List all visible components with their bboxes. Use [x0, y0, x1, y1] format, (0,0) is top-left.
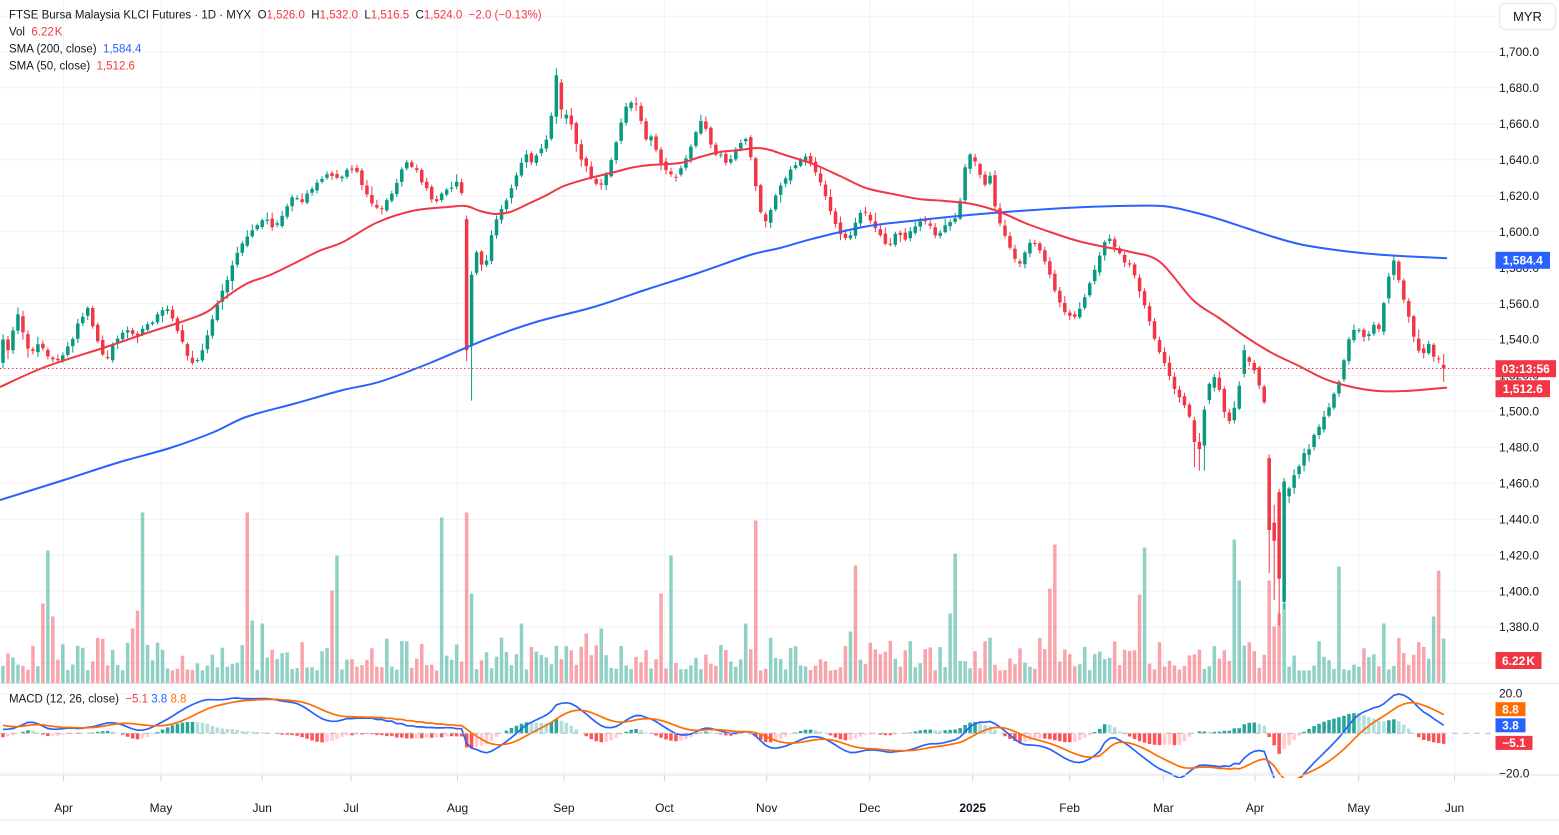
svg-text:1,680.0: 1,680.0: [1499, 81, 1539, 95]
svg-text:SMA (200, close) 1,584.4: SMA (200, close) 1,584.4: [9, 44, 142, 56]
svg-text:20.0: 20.0: [1499, 687, 1523, 701]
svg-text:1,640.0: 1,640.0: [1499, 153, 1539, 167]
svg-text:Jun: Jun: [1445, 801, 1464, 815]
svg-text:Dec: Dec: [859, 801, 880, 815]
svg-text:1,420.0: 1,420.0: [1499, 548, 1539, 562]
svg-text:FTSE Bursa Malaysia KLCI Futur: FTSE Bursa Malaysia KLCI Futures · 1D · …: [9, 10, 542, 22]
svg-text:6.22 K: 6.22 K: [1502, 654, 1535, 668]
svg-text:Aug: Aug: [447, 801, 468, 815]
svg-text:1,560.0: 1,560.0: [1499, 297, 1539, 311]
svg-text:3.8: 3.8: [1502, 719, 1519, 733]
svg-text:Jul: Jul: [343, 801, 358, 815]
svg-text:1,700.0: 1,700.0: [1499, 45, 1539, 59]
svg-text:2025: 2025: [959, 801, 986, 815]
svg-text:1,584.4: 1,584.4: [1503, 254, 1543, 268]
svg-text:SMA (50, close) 1,512.6: SMA (50, close) 1,512.6: [9, 61, 135, 73]
svg-text:Mar: Mar: [1153, 801, 1174, 815]
svg-text:1,460.0: 1,460.0: [1499, 477, 1539, 491]
svg-text:May: May: [1347, 801, 1370, 815]
svg-text:03:13:56: 03:13:56: [1502, 362, 1550, 376]
svg-text:1,380.0: 1,380.0: [1499, 620, 1539, 634]
svg-text:Jun: Jun: [253, 801, 272, 815]
svg-text:May: May: [150, 801, 173, 815]
svg-text:Apr: Apr: [54, 801, 73, 815]
svg-text:1,512.6: 1,512.6: [1503, 382, 1543, 396]
svg-text:1,620.0: 1,620.0: [1499, 189, 1539, 203]
svg-text:Vol 6.22 K: Vol 6.22 K: [9, 27, 63, 39]
svg-text:MYR: MYR: [1513, 9, 1542, 24]
svg-text:1,540.0: 1,540.0: [1499, 333, 1539, 347]
svg-text:8.8: 8.8: [1502, 703, 1519, 717]
svg-text:MACD (12, 26, close) −5.1 3.8: MACD (12, 26, close) −5.1 3.8 8.8: [9, 694, 186, 706]
svg-text:1,500.0: 1,500.0: [1499, 405, 1539, 419]
svg-text:−5.1: −5.1: [1502, 736, 1526, 750]
svg-text:1,660.0: 1,660.0: [1499, 117, 1539, 131]
svg-text:1,440.0: 1,440.0: [1499, 512, 1539, 526]
svg-text:Sep: Sep: [553, 801, 575, 815]
svg-text:Oct: Oct: [655, 801, 674, 815]
svg-text:Apr: Apr: [1246, 801, 1265, 815]
svg-text:−20.0: −20.0: [1499, 766, 1530, 780]
svg-text:Feb: Feb: [1059, 801, 1080, 815]
svg-text:1,480.0: 1,480.0: [1499, 441, 1539, 455]
svg-text:1,400.0: 1,400.0: [1499, 584, 1539, 598]
svg-text:1,600.0: 1,600.0: [1499, 225, 1539, 239]
svg-text:Nov: Nov: [756, 801, 777, 815]
